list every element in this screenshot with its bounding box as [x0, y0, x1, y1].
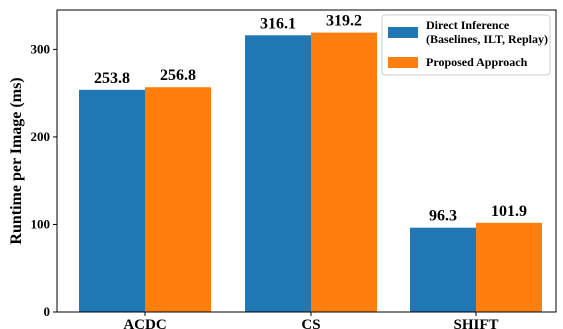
- data-label: 319.2: [326, 13, 362, 30]
- y-tick-label: 0: [44, 304, 51, 319]
- y-tick-label: 300: [31, 41, 51, 56]
- legend-label: Direct Inference (Baselines, ILT, Replay): [426, 18, 548, 46]
- legend-box: [381, 14, 551, 76]
- data-label: 101.9: [491, 203, 527, 220]
- bar-shift-series-2: [476, 222, 542, 312]
- bar-cs-series-2: [311, 32, 377, 312]
- data-label: 256.8: [160, 67, 196, 84]
- bar-shift-series-1: [410, 227, 476, 312]
- legend: Direct Inference (Baselines, ILT, Replay)…: [381, 14, 551, 76]
- data-label: 316.1: [260, 15, 296, 32]
- plot-frame: [56, 9, 557, 313]
- legend-swatch: [388, 27, 418, 38]
- x-tick-label: ACDC: [123, 317, 166, 329]
- legend-label: Proposed Approach: [426, 55, 528, 69]
- y-tick-label: 200: [31, 129, 51, 144]
- x-tick-label: CS: [301, 317, 320, 329]
- y-axis-title: Runtime per Image (ms): [8, 77, 25, 244]
- data-label: 96.3: [429, 208, 457, 225]
- x-tick-label: SHIFT: [453, 317, 498, 329]
- bar-acdc-series-1: [79, 89, 145, 313]
- y-tick-label: 100: [31, 216, 51, 231]
- plot-area: 0 100 200 300 253.8 256.8 ACDC 316.1 319.2 CS 96.3…: [31, 13, 542, 329]
- data-label: 253.8: [94, 70, 130, 87]
- bar-cs-series-1: [245, 35, 311, 312]
- legend-swatch: [388, 57, 418, 68]
- bar-acdc-series-2: [145, 87, 211, 312]
